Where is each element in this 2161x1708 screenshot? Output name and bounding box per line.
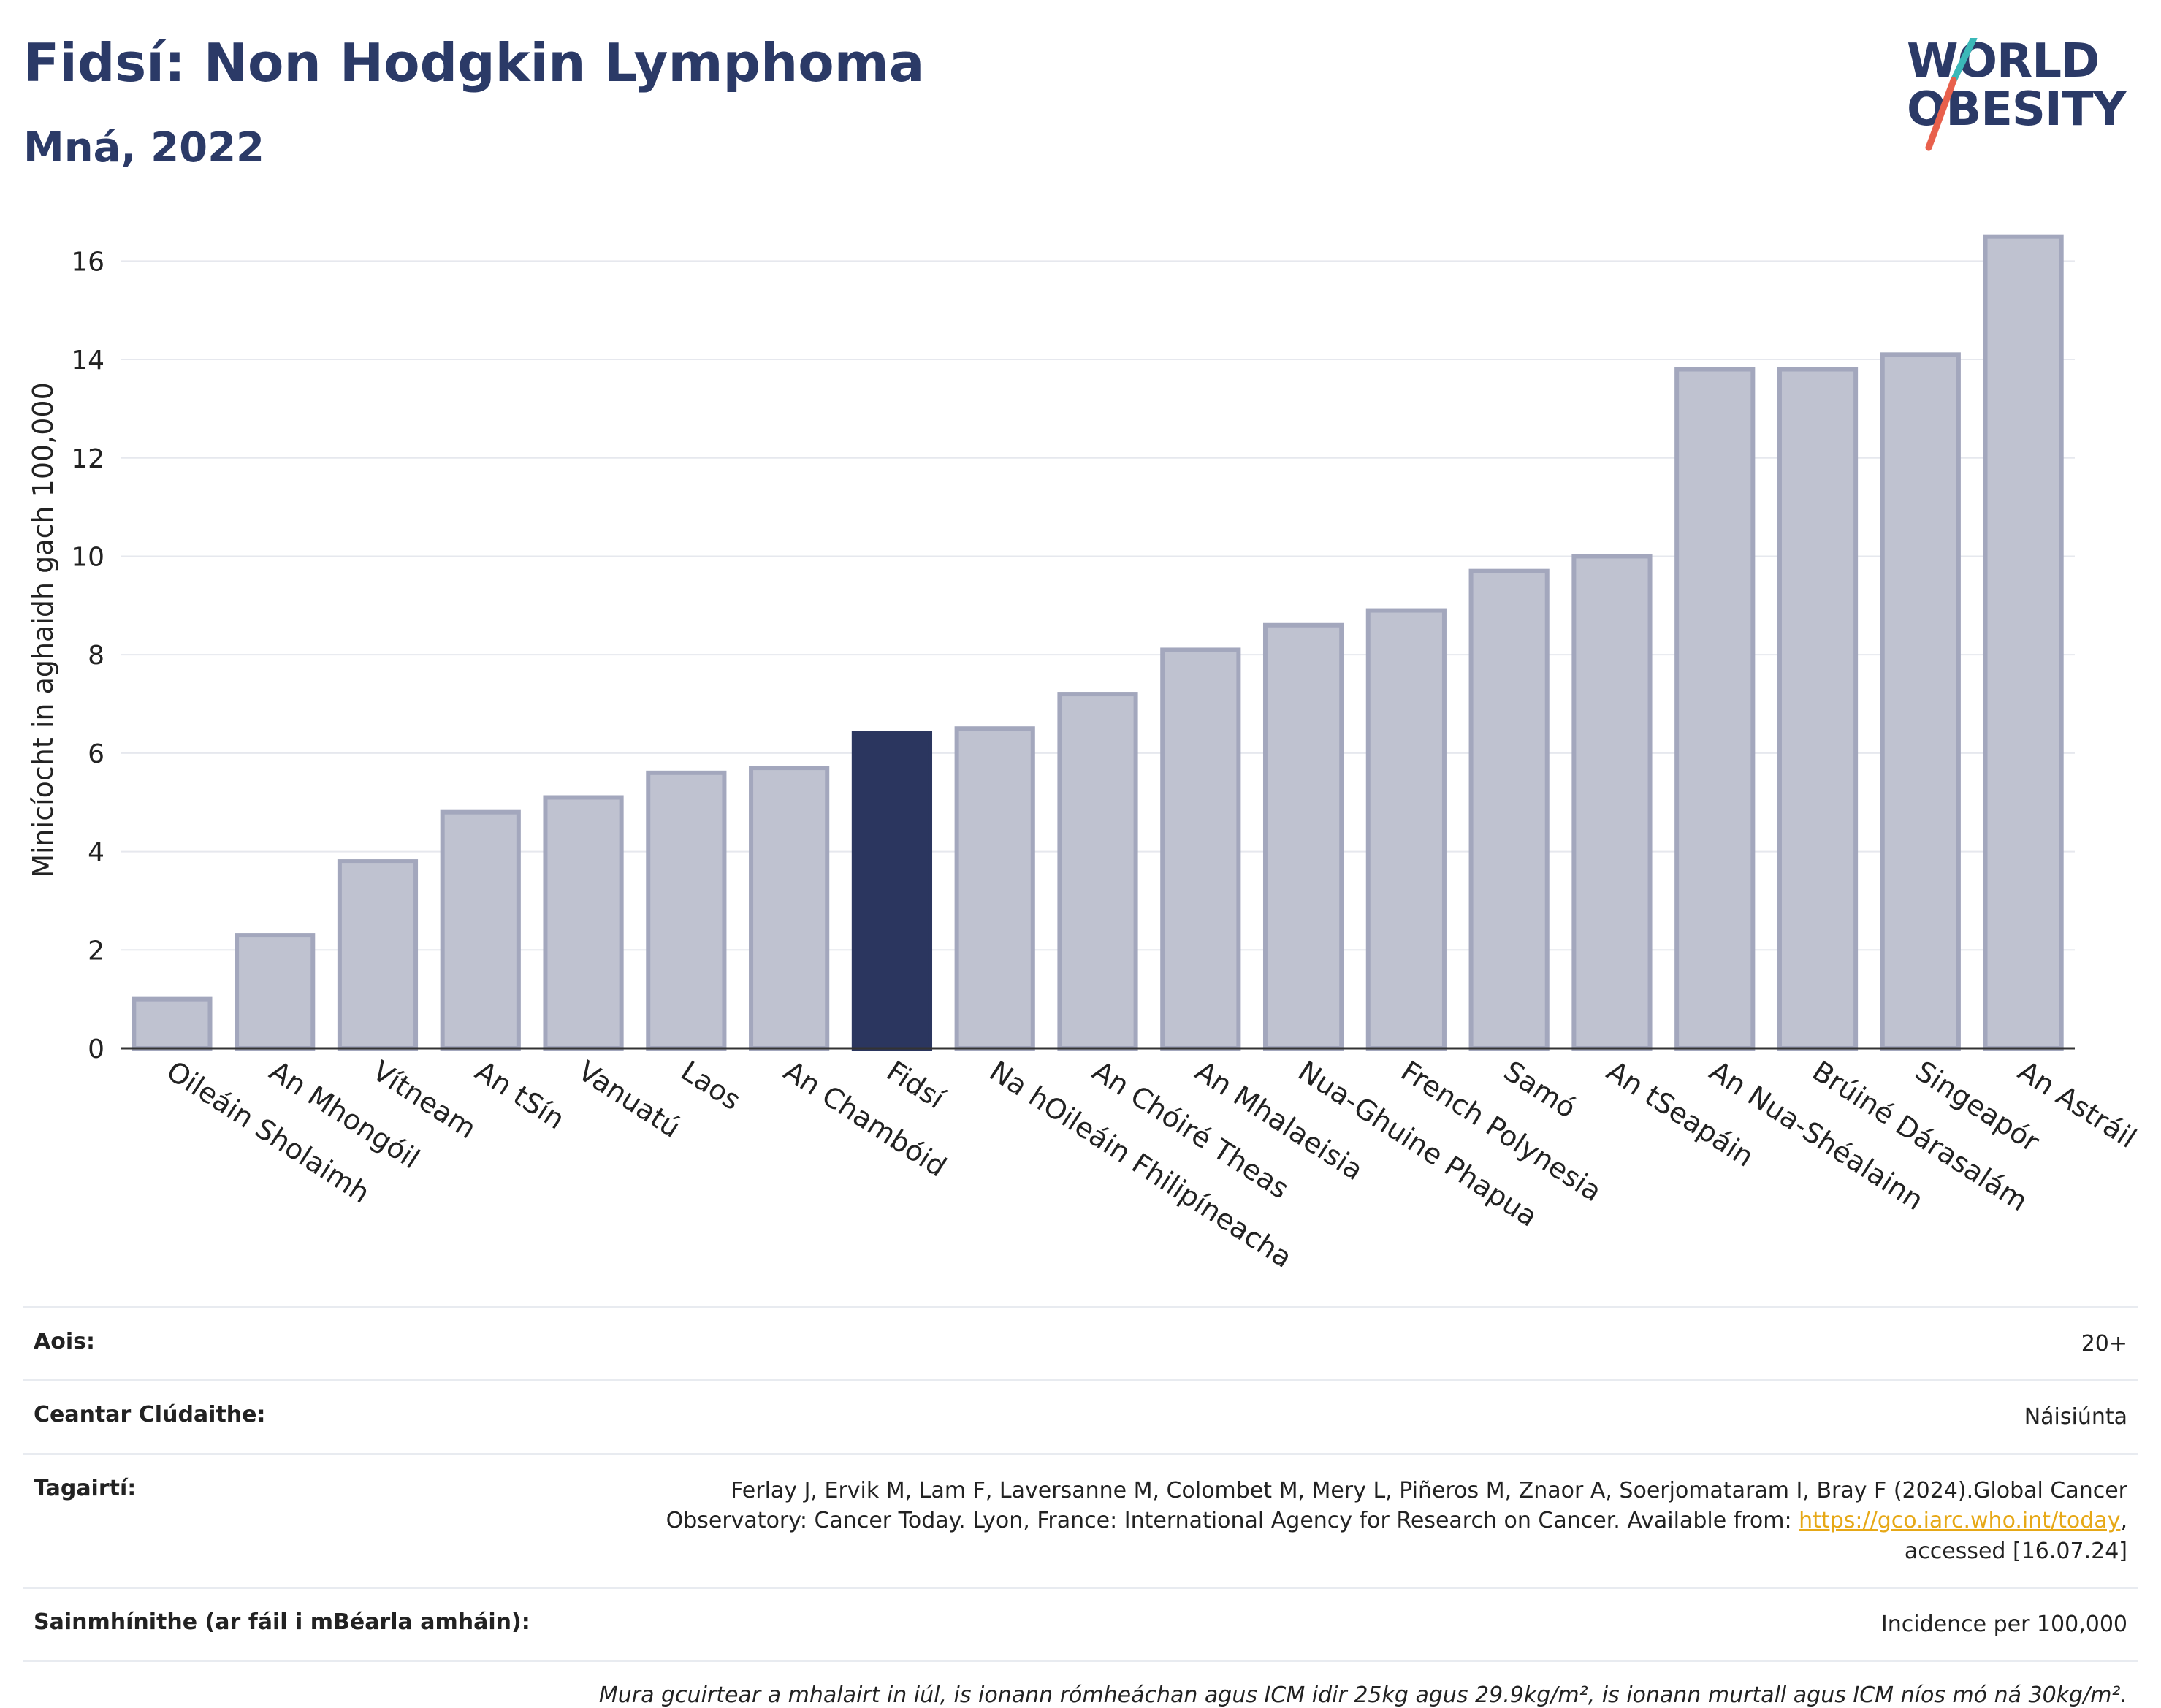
y-tick-label: 8 (88, 641, 104, 671)
y-tick-label: 0 (88, 1034, 104, 1064)
y-tick-label: 10 (71, 542, 104, 572)
age-label: Aois: (34, 1329, 95, 1354)
bar (1777, 367, 1859, 1051)
bar (1057, 692, 1138, 1051)
y-tick-label: 16 (71, 247, 104, 277)
bar (132, 996, 213, 1051)
y-tick-label: 4 (88, 838, 104, 868)
references-line-2-end: , (2120, 1508, 2127, 1534)
bar (954, 726, 1035, 1051)
bar (337, 859, 419, 1051)
world-obesity-logo: WORLD OBESITY (1907, 38, 2141, 155)
age-value: 20+ (2081, 1331, 2127, 1357)
references-line-1: Ferlay J, Ervik M, Lam F, Laversanne M, … (731, 1477, 2127, 1503)
x-tick-label: Vanuatú (573, 1055, 686, 1144)
x-tick-label: Samó (1498, 1055, 1582, 1125)
bar (1468, 568, 1550, 1051)
area-label: Ceantar Clúdaithe: (34, 1402, 266, 1428)
bar (1674, 367, 1756, 1051)
bar (646, 770, 727, 1051)
logo-slash-icon (1925, 38, 1978, 151)
bar (1880, 352, 1961, 1051)
x-tick-label: Laos (675, 1055, 746, 1117)
definitions-label: Sainmhínithe (ar fáil i mBéarla amháin): (34, 1609, 530, 1635)
info-row-references: Tagairtí: Ferlay J, Ervik M, Lam F, Lave… (23, 1452, 2138, 1587)
footnote: Mura gcuirtear a mhalairt in iúl, is ion… (598, 1682, 2127, 1708)
y-tick-label: 2 (88, 936, 104, 966)
references-link[interactable]: https://gco.iarc.who.int/today (1799, 1508, 2121, 1534)
y-tick-label: 14 (71, 346, 104, 375)
info-row-age: Aois: 20+ (23, 1306, 2138, 1379)
bar (543, 795, 624, 1051)
x-tick-label: Fidsí (881, 1055, 951, 1116)
bar (1365, 608, 1447, 1051)
bar (1571, 554, 1653, 1051)
bar (235, 933, 316, 1051)
bar (440, 809, 521, 1051)
references-line-3: accessed [16.07.24] (1904, 1538, 2127, 1564)
bar (1262, 622, 1344, 1051)
y-axis-label: Minicíocht in aghaidh gach 100,000 (27, 382, 59, 878)
bar (749, 766, 830, 1051)
y-tick-label: 6 (88, 739, 104, 769)
references-line-2: Observatory: Cancer Today. Lyon, France:… (666, 1508, 1799, 1534)
info-row-area: Ceantar Clúdaithe: Náisiúnta (23, 1379, 2138, 1452)
chart-svg: 0 2 4 6 8 10 12 14 16 Minicíocht in aghaidh gach … (27, 234, 2142, 1274)
page-subtitle: Mná, 2022 (23, 124, 265, 172)
page-title: Fidsí: Non Hodgkin Lymphoma (23, 32, 925, 94)
references-value: Ferlay J, Ervik M, Lam F, Laversanne M, … (666, 1476, 2127, 1566)
y-tick-label: 12 (71, 444, 104, 474)
info-row-note: Mura gcuirtear a mhalairt in iúl, is ion… (23, 1660, 2138, 1708)
bar (1983, 234, 2064, 1051)
area-value: Náisiúnta (2024, 1404, 2127, 1430)
x-tick-label: An tSín (470, 1055, 571, 1136)
logo-line-world: WORLD (1907, 34, 2100, 88)
references-label: Tagairtí: (34, 1475, 137, 1501)
bar (1160, 647, 1241, 1051)
bar-highlight (851, 731, 933, 1051)
bar-chart: 0 2 4 6 8 10 12 14 16 Minicíocht in aghaidh gach … (0, 190, 2161, 1300)
definitions-value: Incidence per 100,000 (1880, 1611, 2127, 1637)
x-tick-label: An Mhalaeisia (1189, 1055, 1368, 1187)
info-row-definitions: Sainmhínithe (ar fáil i mBéarla amháin):… (23, 1586, 2138, 1660)
info-table: Aois: 20+ Ceantar Clúdaithe: Náisiúnta T… (23, 1306, 2138, 1708)
